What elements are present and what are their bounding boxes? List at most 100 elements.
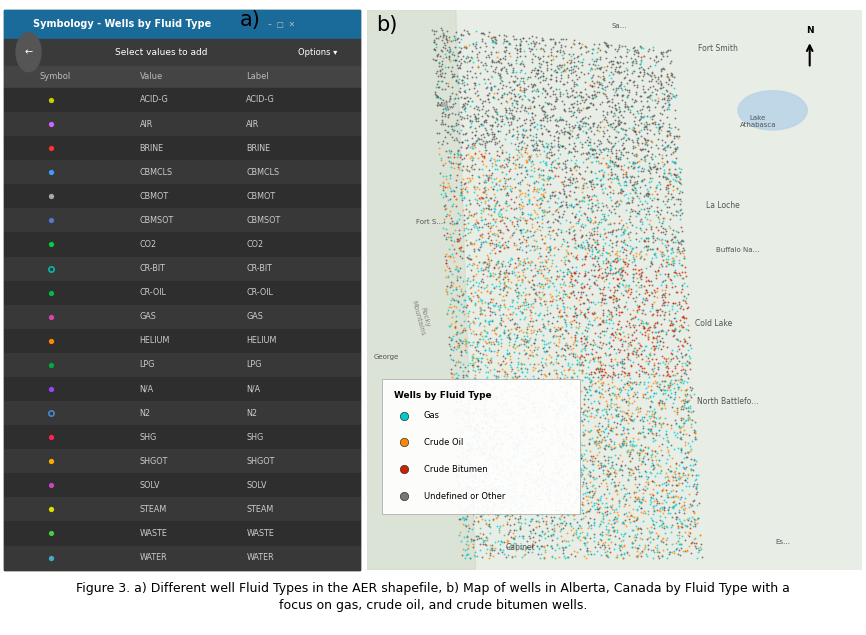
Point xyxy=(638,341,652,351)
Point xyxy=(606,118,620,128)
Point xyxy=(638,249,652,259)
Point xyxy=(691,471,705,481)
Point xyxy=(536,283,550,293)
Point xyxy=(441,307,455,318)
Point xyxy=(568,408,582,418)
Point xyxy=(498,497,512,507)
Point xyxy=(684,385,698,395)
Point xyxy=(626,157,640,167)
Point xyxy=(659,150,673,160)
Point xyxy=(502,200,516,210)
Point xyxy=(643,426,657,436)
Point xyxy=(494,227,507,237)
Point xyxy=(572,444,585,455)
Point xyxy=(462,210,476,220)
Point xyxy=(553,293,567,303)
Point xyxy=(505,113,519,123)
Point xyxy=(455,30,469,41)
Point xyxy=(682,460,696,470)
Point xyxy=(588,251,602,262)
Point xyxy=(451,296,465,306)
Point xyxy=(574,240,588,250)
Point xyxy=(488,139,501,149)
Point xyxy=(651,265,665,276)
Point xyxy=(540,142,554,152)
Point xyxy=(494,544,507,554)
Point xyxy=(631,119,645,130)
Point xyxy=(595,316,609,326)
Point xyxy=(605,373,619,384)
Point xyxy=(556,88,570,98)
Point xyxy=(455,253,469,264)
Point xyxy=(567,301,581,311)
Point xyxy=(588,212,602,222)
Point xyxy=(507,238,521,248)
Point xyxy=(481,218,495,228)
Point xyxy=(552,349,565,359)
Point xyxy=(572,487,585,497)
Point xyxy=(539,472,553,483)
Point xyxy=(565,126,578,136)
Point xyxy=(590,425,604,435)
Point xyxy=(530,140,544,150)
Point xyxy=(515,307,529,318)
Point xyxy=(611,42,625,52)
Point xyxy=(604,463,617,473)
Point xyxy=(658,403,672,413)
Text: b): b) xyxy=(377,15,398,35)
Point xyxy=(564,55,578,65)
Point xyxy=(483,421,497,431)
Point xyxy=(555,509,569,519)
Point xyxy=(664,208,678,218)
Point xyxy=(433,31,447,41)
Point xyxy=(520,542,533,552)
Point xyxy=(650,545,663,555)
Point xyxy=(471,531,485,542)
Point xyxy=(682,519,696,529)
Point xyxy=(684,343,698,353)
Point xyxy=(548,392,562,402)
Point xyxy=(669,514,682,524)
Point xyxy=(527,166,540,177)
Point xyxy=(580,545,594,556)
Point xyxy=(644,424,658,434)
Point xyxy=(541,173,555,184)
Point xyxy=(675,502,688,512)
Point xyxy=(672,514,686,525)
Point xyxy=(664,123,678,133)
Point xyxy=(606,290,620,300)
Point xyxy=(602,544,616,554)
Point xyxy=(436,138,449,149)
Point xyxy=(462,444,476,454)
Point xyxy=(663,387,677,398)
Point xyxy=(564,42,578,52)
Point xyxy=(592,446,606,457)
Point xyxy=(640,203,654,213)
Point xyxy=(478,148,492,158)
Point xyxy=(660,419,674,429)
Point xyxy=(499,102,513,112)
Point xyxy=(623,235,637,245)
Point xyxy=(649,182,662,192)
Point xyxy=(484,61,498,71)
Point xyxy=(644,445,658,455)
Point xyxy=(540,272,554,283)
Point xyxy=(588,504,602,514)
Point xyxy=(577,180,591,190)
Point xyxy=(564,479,578,489)
Point xyxy=(443,206,456,216)
Point xyxy=(455,307,469,317)
Point xyxy=(467,78,481,88)
Point xyxy=(626,143,640,153)
Point xyxy=(436,222,449,232)
Point xyxy=(516,462,530,472)
Point xyxy=(675,361,688,371)
Point xyxy=(591,43,605,53)
Point xyxy=(680,337,694,347)
Point xyxy=(591,222,604,232)
Point xyxy=(689,543,703,553)
Point xyxy=(581,267,595,277)
Point xyxy=(626,205,640,215)
Point xyxy=(514,59,527,69)
Point xyxy=(565,279,578,289)
